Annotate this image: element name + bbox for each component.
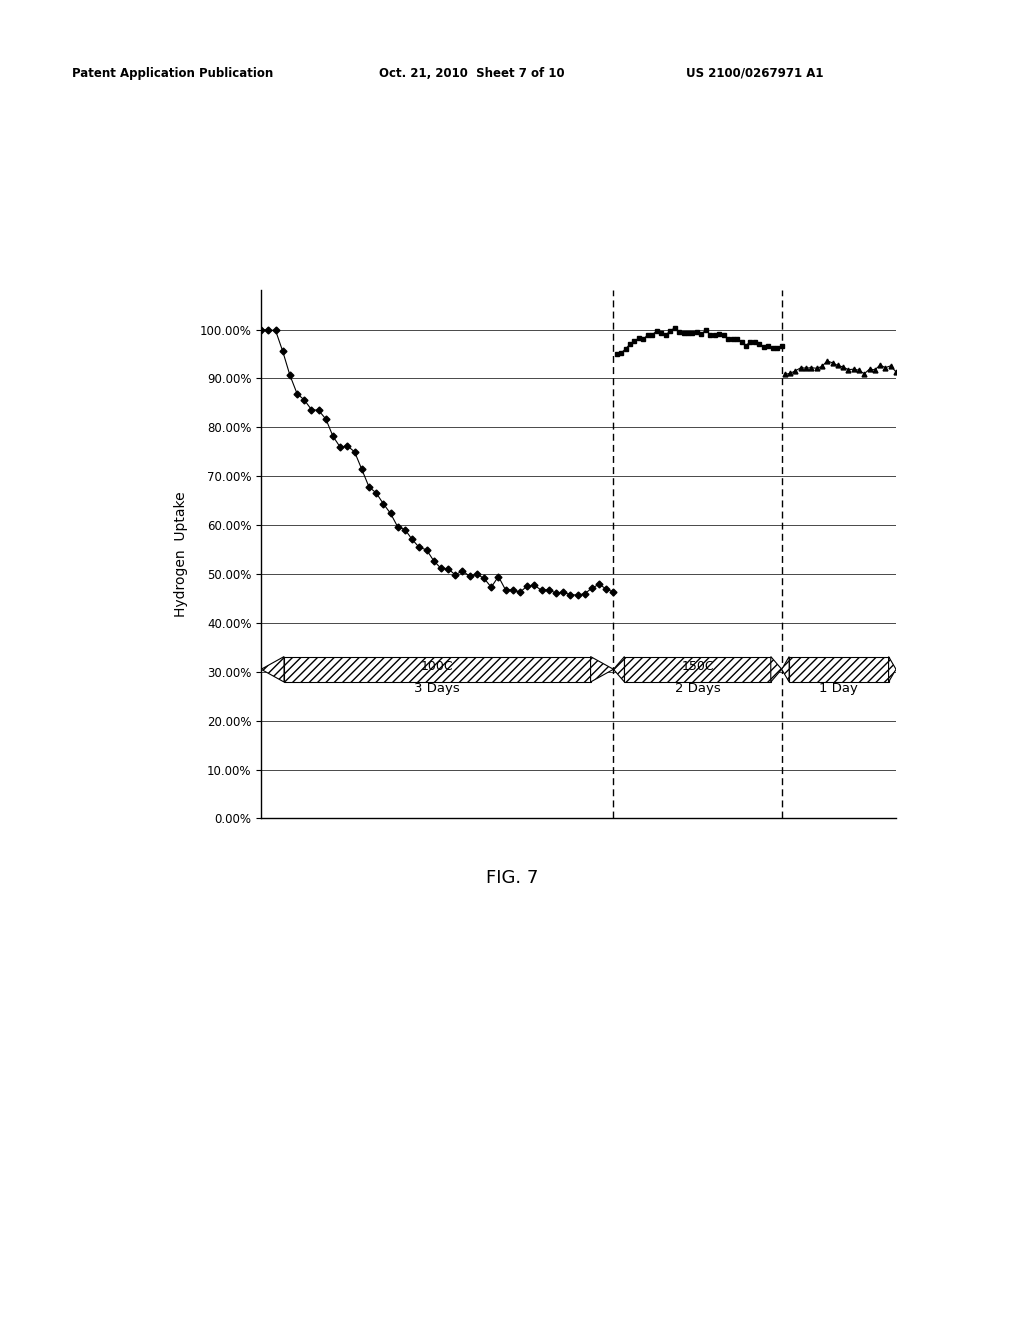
Polygon shape: [613, 656, 625, 682]
Bar: [284, 656, 591, 682]
Text: FIG. 7: FIG. 7: [485, 869, 539, 887]
Polygon shape: [591, 656, 613, 682]
Text: 1 Day: 1 Day: [819, 682, 858, 694]
Polygon shape: [261, 656, 284, 682]
Text: 2 Days: 2 Days: [675, 682, 721, 694]
Bar: [625, 656, 771, 682]
Text: Patent Application Publication: Patent Application Publication: [72, 66, 273, 79]
Bar: [790, 656, 889, 682]
Polygon shape: [889, 656, 896, 682]
Text: 3 Days: 3 Days: [415, 682, 460, 694]
Y-axis label: Hydrogen  Uptake: Hydrogen Uptake: [174, 491, 188, 618]
Polygon shape: [771, 656, 781, 682]
Polygon shape: [781, 656, 790, 682]
Text: 100C: 100C: [421, 660, 454, 673]
Text: Oct. 21, 2010  Sheet 7 of 10: Oct. 21, 2010 Sheet 7 of 10: [379, 66, 564, 79]
Text: 150C: 150C: [681, 660, 714, 673]
Text: US 2100/0267971 A1: US 2100/0267971 A1: [686, 66, 823, 79]
